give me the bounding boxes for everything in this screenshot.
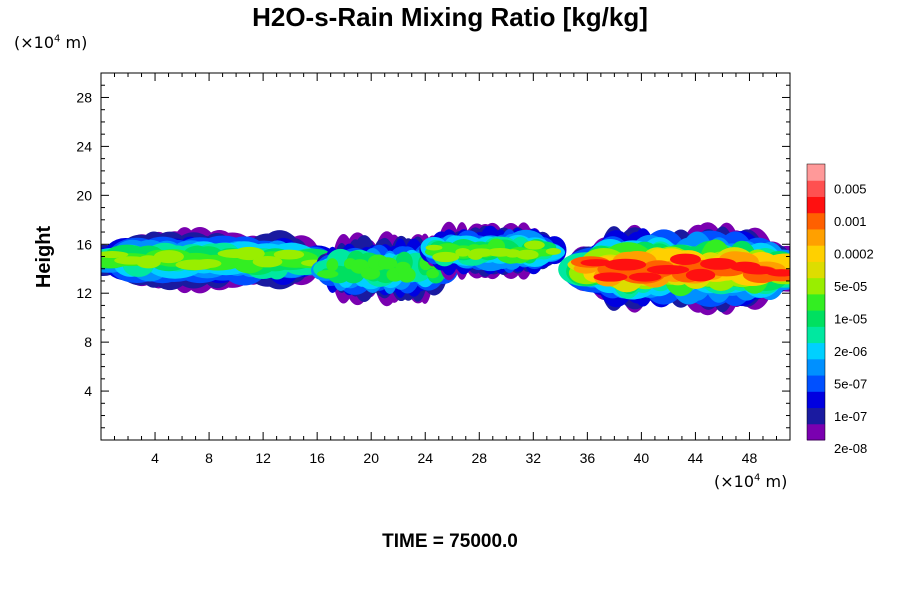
cloud-contour [523,240,545,250]
cloud-contour [233,246,265,261]
x-tick-label: 16 [309,450,325,466]
colorbar-segment [807,391,825,409]
cloud-contour [646,265,690,275]
cloud-contour [398,267,416,283]
colorbar-segment [807,180,825,197]
cloud-contour [685,268,716,282]
colorbar-label: 5e-05 [834,279,867,294]
cloud-contour [252,256,283,268]
colorbar-segment [807,228,825,246]
cloud-contour [700,257,737,270]
cloud-contour [273,249,305,260]
cloud-contour [593,272,628,282]
colorbar-segment [807,375,825,392]
x-tick-label: 44 [688,450,704,466]
cloud-contour [455,247,471,257]
x-axis: 4 8 12 16 20 24 28 32 36 40 44 48 [114,73,777,466]
time-label: TIME = 75000.0 [382,531,518,552]
cloud-contour [580,259,612,267]
cloud-contour [545,247,562,255]
colorbar-segment [807,407,825,425]
colorbar-segment [807,196,825,214]
colorbar-label: 0.005 [834,181,867,196]
x-tick-label: 36 [580,450,596,466]
colorbar-label: 2e-08 [834,441,867,456]
y-tick-label: 16 [76,236,92,252]
x-tick-label: 12 [255,450,271,466]
x-axis-unit: (×104 m) [714,472,788,491]
y-tick-label: 12 [76,285,92,301]
colorbar-segment [807,342,825,360]
colorbar-frame [806,163,826,441]
x-tick-label: 32 [526,450,542,466]
cloud-contour [317,269,339,279]
colorbar-segment [807,423,825,441]
colorbar-segment [807,277,825,295]
x-tick-label: 48 [742,450,758,466]
chart-title: H2O-s-Rain Mixing Ratio [kg/kg] [252,2,648,32]
cloud-contour [669,253,701,265]
y-tick-label: 4 [84,383,92,399]
cloud-contour [766,269,790,277]
x-tick-label: 28 [471,450,487,466]
cloud-contour [628,272,662,282]
cloud-contour [432,251,460,263]
cloud-field [101,221,790,316]
colorbar-segment [807,293,825,311]
cloud-contour [360,267,381,280]
y-axis-unit: (×104 m) [14,33,88,52]
x-tick-label: 8 [205,450,213,466]
colorbar-label: 2e-06 [834,344,867,359]
x-tick-label: 24 [417,450,433,466]
cloud-contour [515,249,539,260]
cloud-contour [378,257,398,270]
y-axis-label: Height [33,226,55,289]
cloud-contour [101,251,129,259]
colorbar-segment [807,164,825,181]
x-tick-label: 40 [634,450,650,466]
colorbar-label: 0.001 [834,214,867,229]
cloud-contour [604,258,647,271]
colorbar-segment [807,358,825,376]
colorbar-segment [807,212,825,230]
colorbar-label: 5e-07 [834,376,867,391]
colorbar-segment [807,261,825,279]
y-tick-label: 20 [76,187,92,203]
colorbar-segment [807,245,825,262]
colorbar-label: 1e-07 [834,409,867,424]
y-tick-label: 24 [76,138,92,154]
x-tick-label: 20 [363,450,379,466]
y-tick-label: 8 [84,334,92,350]
y-tick-label: 28 [76,89,92,105]
colorbar-label: 1e-05 [834,311,867,326]
cloud-contour [193,259,222,269]
cloud-contour [153,250,184,264]
colorbar-label: 0.0002 [834,246,874,261]
cloud-contour [469,248,494,257]
cloud-contour [326,258,339,272]
y-axis: 4 8 12 16 20 24 28 [76,84,790,429]
colorbar: 0.005 0.001 0.0002 5e-05 1e-05 2e-06 5e-07 1e-0… [806,163,874,456]
colorbar-segment [807,326,825,344]
x-tick-label: 4 [151,450,159,466]
cloud-contour [426,268,439,279]
cloud-contour [425,244,443,251]
colorbar-segment [807,310,825,327]
